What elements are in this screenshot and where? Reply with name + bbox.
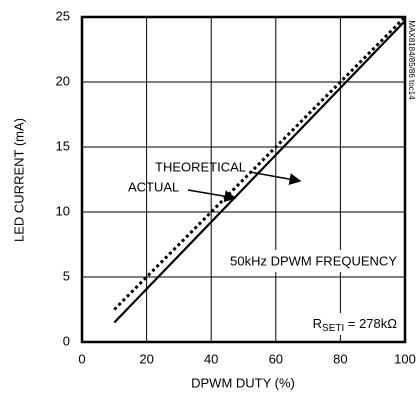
x-axis-label: DPWM DUTY (%) <box>191 375 295 390</box>
y-tick-label: 20 <box>56 73 70 88</box>
x-tick-label: 40 <box>204 351 218 366</box>
arrow <box>187 189 237 203</box>
lines <box>113 15 407 324</box>
legend-label: ACTUAL <box>128 179 179 194</box>
y-tick-label: 0 <box>63 333 70 348</box>
y-tick-label: 15 <box>56 138 70 153</box>
figure-id: MAX8184/85/86 toc14 <box>407 20 416 100</box>
x-tick-label: 60 <box>269 351 283 366</box>
annotation-bg <box>296 313 400 335</box>
annotation: = 278kΩ <box>344 316 397 331</box>
y-axis-label: LED CURRENT (mA) <box>11 118 26 242</box>
arrow <box>249 171 302 186</box>
annotation: RSETI = 278kΩ <box>313 316 398 333</box>
annotation: R <box>313 316 322 331</box>
series-line <box>113 20 406 324</box>
x-tick-label: 80 <box>333 351 347 366</box>
annotation: 50kHz DPWM FREQUENCY <box>230 253 397 268</box>
y-tick-label: 10 <box>56 203 70 218</box>
y-tick-label: 25 <box>56 8 70 23</box>
y-tick-label: 5 <box>63 268 70 283</box>
x-tick-label: 20 <box>139 351 153 366</box>
annotation-bg <box>214 250 398 272</box>
annotation: SETI <box>322 323 344 334</box>
plot-frame <box>80 15 407 344</box>
x-tick-label: 100 <box>394 351 416 366</box>
series-line <box>113 15 407 311</box>
x-tick-label: 0 <box>78 351 85 366</box>
legend-label: THEORETICAL <box>155 159 246 174</box>
